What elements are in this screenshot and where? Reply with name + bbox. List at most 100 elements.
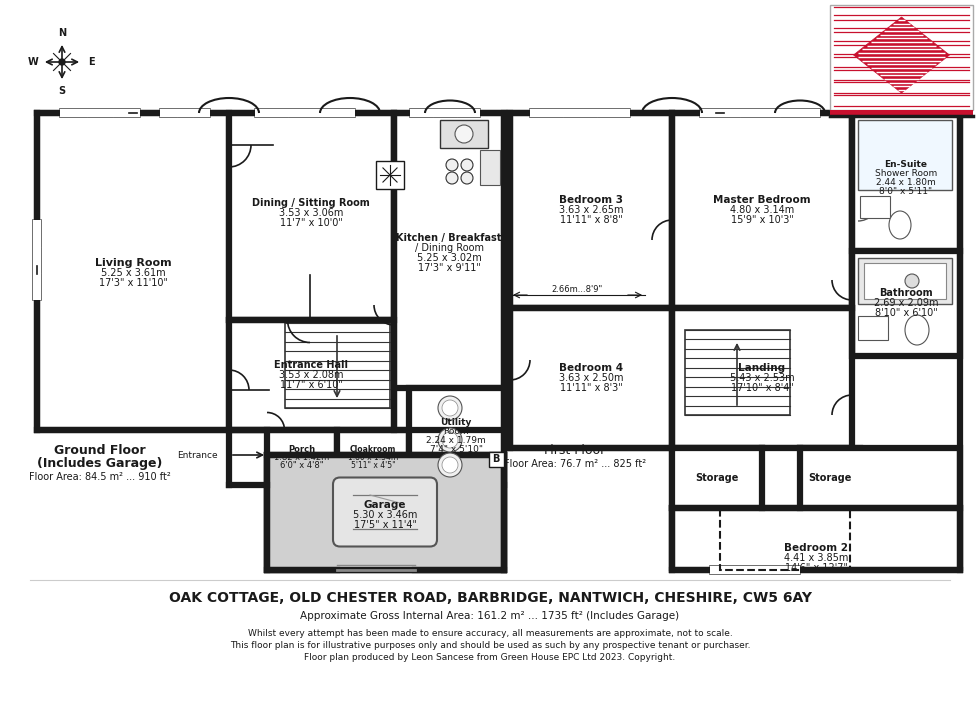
Bar (852, 113, 960, 251)
Text: Bedroom 2: Bedroom 2 (784, 543, 848, 553)
Bar (858, 316, 888, 340)
Text: 5.25 x 3.61m: 5.25 x 3.61m (101, 268, 166, 278)
Text: 8'0" x 5'11": 8'0" x 5'11" (879, 187, 933, 196)
Text: Bedroom 4: Bedroom 4 (559, 363, 623, 373)
Bar (510, 113, 672, 308)
Text: 5.25 x 3.02m: 5.25 x 3.02m (416, 253, 481, 263)
Bar (710, 566, 800, 574)
Bar (267, 455, 504, 570)
Text: Room: Room (443, 427, 468, 436)
Bar (852, 251, 960, 356)
Text: 8'10" x 6'10": 8'10" x 6'10" (874, 308, 938, 318)
Text: HALMAN: HALMAN (861, 84, 942, 102)
Text: 6'0" x 4'8": 6'0" x 4'8" (280, 461, 323, 471)
Bar (864, 263, 946, 299)
Bar (440, 120, 488, 148)
Bar (858, 120, 952, 190)
Circle shape (455, 125, 473, 143)
Text: B: B (492, 454, 500, 464)
Text: Kitchen / Breakfast: Kitchen / Breakfast (396, 233, 502, 243)
Circle shape (446, 159, 458, 171)
Circle shape (438, 428, 462, 452)
Ellipse shape (889, 211, 911, 239)
Bar (229, 113, 394, 320)
Text: Shower Room: Shower Room (875, 169, 937, 178)
Text: 2.66m...8'9": 2.66m...8'9" (552, 284, 603, 294)
Bar (530, 109, 630, 117)
Circle shape (905, 274, 919, 288)
Text: Storage: Storage (696, 473, 739, 483)
Text: Entrance: Entrance (177, 451, 218, 459)
Circle shape (446, 172, 458, 184)
Bar (685, 330, 790, 415)
Bar (830, 110, 973, 116)
Text: Ground Floor: Ground Floor (54, 443, 146, 456)
Circle shape (59, 59, 65, 65)
Circle shape (461, 159, 473, 171)
Text: Entrance Hall: Entrance Hall (274, 360, 348, 370)
Text: Master Bedroom: Master Bedroom (713, 195, 810, 205)
Bar (672, 113, 852, 308)
Text: / Dining Room: / Dining Room (415, 243, 483, 253)
Bar (60, 109, 140, 117)
Bar (800, 448, 860, 508)
Bar (285, 323, 390, 408)
Bar (267, 485, 504, 570)
Text: Whilst every attempt has been made to ensure accuracy, all measurements are appr: Whilst every attempt has been made to en… (248, 628, 732, 637)
Bar (860, 196, 890, 218)
Circle shape (442, 457, 458, 473)
Text: 4.80 x 3.14m: 4.80 x 3.14m (730, 205, 794, 215)
Text: 11'7" x 6'10": 11'7" x 6'10" (279, 380, 342, 390)
Bar (267, 430, 337, 485)
Bar (489, 452, 504, 467)
Text: N: N (58, 28, 66, 38)
Text: Storage: Storage (808, 473, 852, 483)
Bar (410, 109, 480, 117)
Bar (672, 448, 762, 508)
Bar (394, 113, 504, 388)
Text: 3.53 x 2.08m: 3.53 x 2.08m (278, 370, 343, 380)
Circle shape (438, 396, 462, 420)
Bar (33, 220, 41, 300)
Text: Cloakroom: Cloakroom (350, 446, 396, 454)
Bar (720, 508, 850, 570)
Text: Porch: Porch (288, 446, 316, 454)
Bar (858, 258, 952, 304)
Text: 5.30 x 3.46m: 5.30 x 3.46m (353, 510, 417, 520)
Text: 2.24 x 1.79m: 2.24 x 1.79m (426, 436, 486, 445)
Text: 17'3" x 9'11": 17'3" x 9'11" (417, 263, 480, 273)
Circle shape (438, 453, 462, 477)
Text: Bedroom 3: Bedroom 3 (559, 195, 623, 205)
Bar (672, 308, 852, 448)
Text: 3.53 x 3.06m: 3.53 x 3.06m (279, 208, 343, 218)
Text: 1.80 x 1.34m: 1.80 x 1.34m (348, 453, 398, 463)
Text: GASCOIGNE: GASCOIGNE (869, 74, 934, 84)
Bar (267, 455, 504, 570)
Text: Floor Area: 84.5 m² ... 910 ft²: Floor Area: 84.5 m² ... 910 ft² (29, 472, 171, 482)
Bar (160, 109, 210, 117)
Text: 17'10" x 8'4": 17'10" x 8'4" (730, 383, 794, 393)
Text: Floor plan produced by Leon Sancese from Green House EPC Ltd 2023. Copyright.: Floor plan produced by Leon Sancese from… (305, 652, 675, 662)
Text: Landing: Landing (739, 363, 786, 373)
Text: 5.43 x 2.53m: 5.43 x 2.53m (730, 373, 795, 383)
Text: 3.63 x 2.65m: 3.63 x 2.65m (559, 205, 623, 215)
Text: 4.41 x 3.85m: 4.41 x 3.85m (784, 553, 848, 563)
Text: 2.69 x 2.09m: 2.69 x 2.09m (874, 298, 938, 308)
Text: First Floor: First Floor (544, 443, 606, 456)
Text: Bathroom: Bathroom (879, 288, 933, 298)
Bar (700, 109, 820, 117)
Text: This floor plan is for illustrative purposes only and should be used as such by : This floor plan is for illustrative purp… (229, 640, 751, 650)
Bar (337, 430, 409, 485)
Text: OAK COTTAGE, OLD CHESTER ROAD, BARBRIDGE, NANTWICH, CHESHIRE, CW5 6AY: OAK COTTAGE, OLD CHESTER ROAD, BARBRIDGE… (169, 591, 811, 605)
Circle shape (442, 432, 458, 448)
Text: 11'11" x 8'3": 11'11" x 8'3" (560, 383, 622, 393)
Text: 17'5" x 11'4": 17'5" x 11'4" (354, 520, 416, 530)
Text: 5'11" x 4'5": 5'11" x 4'5" (351, 461, 395, 471)
Text: En-Suite: En-Suite (885, 160, 927, 169)
Text: 2.44 x 1.80m: 2.44 x 1.80m (876, 178, 936, 187)
Text: Garage: Garage (364, 500, 407, 510)
Bar (409, 388, 504, 485)
Text: 14'6" x 12'7": 14'6" x 12'7" (785, 563, 848, 573)
Polygon shape (854, 17, 950, 93)
Bar (37, 113, 229, 430)
